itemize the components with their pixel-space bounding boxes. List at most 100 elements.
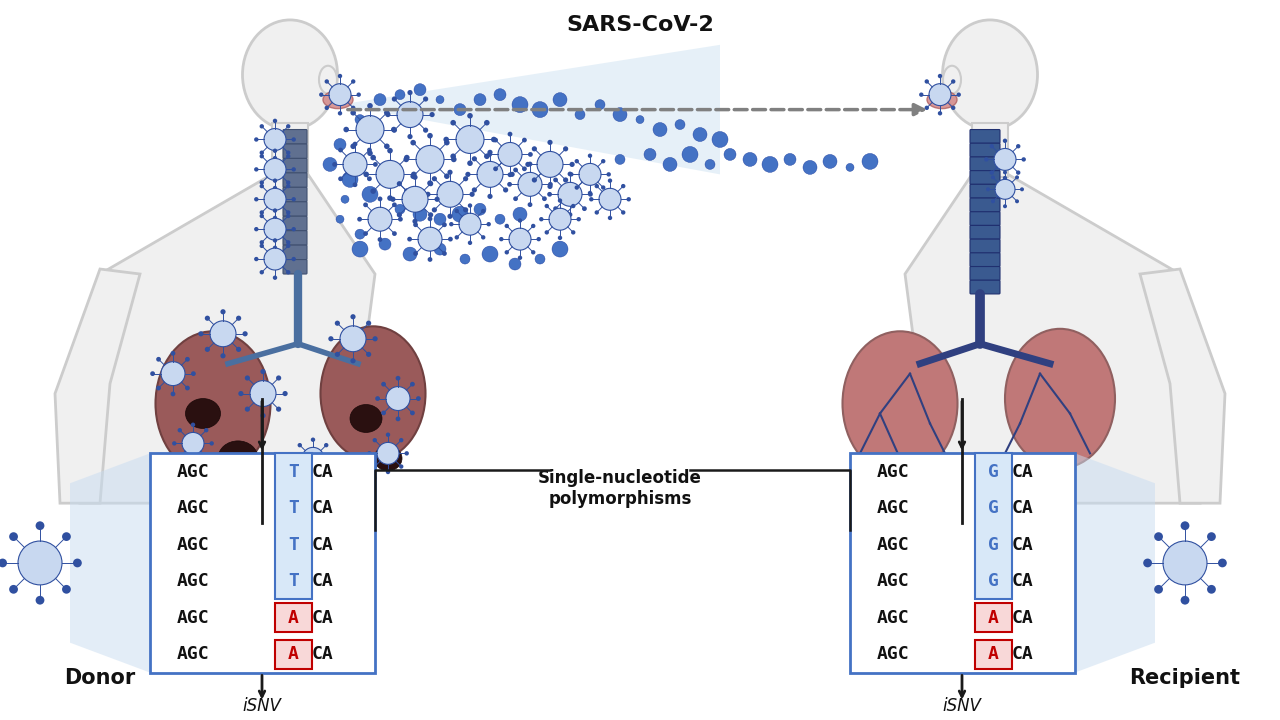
Circle shape bbox=[369, 464, 372, 468]
Circle shape bbox=[9, 532, 18, 541]
Text: CA: CA bbox=[312, 463, 334, 481]
Circle shape bbox=[356, 459, 360, 464]
Circle shape bbox=[654, 124, 666, 135]
Circle shape bbox=[428, 257, 433, 262]
Circle shape bbox=[161, 361, 186, 386]
Circle shape bbox=[250, 462, 255, 467]
Circle shape bbox=[335, 320, 340, 325]
Circle shape bbox=[285, 181, 291, 185]
Circle shape bbox=[662, 156, 678, 172]
Polygon shape bbox=[1140, 269, 1225, 503]
Circle shape bbox=[567, 171, 572, 176]
Circle shape bbox=[319, 92, 324, 97]
Circle shape bbox=[956, 92, 961, 97]
Circle shape bbox=[364, 171, 369, 177]
Circle shape bbox=[428, 217, 433, 221]
Circle shape bbox=[518, 256, 522, 260]
Circle shape bbox=[285, 270, 291, 274]
Circle shape bbox=[484, 120, 490, 125]
Circle shape bbox=[1180, 596, 1189, 605]
Text: SARS-CoV-2: SARS-CoV-2 bbox=[566, 15, 714, 35]
FancyBboxPatch shape bbox=[283, 158, 307, 173]
Text: CA: CA bbox=[1012, 463, 1034, 481]
Ellipse shape bbox=[175, 456, 205, 481]
Circle shape bbox=[384, 143, 389, 149]
Circle shape bbox=[444, 174, 449, 179]
Circle shape bbox=[335, 215, 344, 223]
Circle shape bbox=[475, 204, 485, 215]
Circle shape bbox=[366, 352, 371, 357]
Circle shape bbox=[385, 433, 390, 437]
Circle shape bbox=[589, 197, 594, 202]
Circle shape bbox=[385, 469, 390, 474]
Circle shape bbox=[396, 376, 401, 381]
Text: Donor: Donor bbox=[64, 667, 136, 688]
FancyBboxPatch shape bbox=[283, 187, 307, 202]
Circle shape bbox=[571, 204, 576, 208]
Circle shape bbox=[292, 197, 296, 202]
Circle shape bbox=[156, 357, 161, 361]
Circle shape bbox=[477, 161, 503, 187]
Text: AGC: AGC bbox=[877, 499, 910, 517]
Circle shape bbox=[260, 369, 266, 374]
Circle shape bbox=[338, 176, 343, 181]
Circle shape bbox=[264, 189, 285, 210]
Circle shape bbox=[518, 172, 541, 197]
Circle shape bbox=[554, 243, 566, 255]
Circle shape bbox=[387, 195, 393, 201]
Circle shape bbox=[403, 157, 410, 162]
Text: CA: CA bbox=[1012, 536, 1034, 554]
Circle shape bbox=[454, 209, 460, 213]
Circle shape bbox=[413, 84, 426, 96]
Circle shape bbox=[385, 112, 390, 117]
Circle shape bbox=[255, 227, 259, 231]
Circle shape bbox=[488, 150, 493, 155]
Circle shape bbox=[335, 352, 340, 357]
Circle shape bbox=[210, 441, 214, 446]
Circle shape bbox=[621, 184, 626, 189]
Circle shape bbox=[509, 172, 515, 177]
Circle shape bbox=[522, 138, 527, 143]
Circle shape bbox=[451, 120, 456, 125]
Text: CA: CA bbox=[312, 499, 334, 517]
Circle shape bbox=[428, 212, 433, 217]
Circle shape bbox=[387, 148, 393, 153]
Text: T: T bbox=[288, 536, 300, 554]
Circle shape bbox=[513, 168, 518, 172]
Circle shape bbox=[488, 194, 493, 199]
Circle shape bbox=[372, 476, 378, 480]
Circle shape bbox=[329, 456, 334, 461]
Circle shape bbox=[1219, 559, 1226, 567]
Circle shape bbox=[1015, 199, 1019, 203]
Circle shape bbox=[522, 166, 527, 171]
FancyBboxPatch shape bbox=[970, 253, 1000, 266]
Circle shape bbox=[548, 140, 553, 145]
Circle shape bbox=[220, 309, 225, 315]
Circle shape bbox=[376, 161, 404, 189]
FancyBboxPatch shape bbox=[975, 639, 1012, 669]
Circle shape bbox=[351, 314, 356, 320]
Circle shape bbox=[411, 171, 416, 177]
FancyBboxPatch shape bbox=[970, 239, 1000, 253]
Circle shape bbox=[675, 120, 685, 130]
Circle shape bbox=[1004, 171, 1007, 174]
Circle shape bbox=[516, 210, 524, 218]
FancyBboxPatch shape bbox=[283, 245, 307, 259]
Circle shape bbox=[292, 257, 296, 261]
Circle shape bbox=[1002, 138, 1007, 143]
Circle shape bbox=[448, 237, 453, 241]
FancyBboxPatch shape bbox=[970, 157, 1000, 171]
Circle shape bbox=[260, 184, 264, 189]
Circle shape bbox=[292, 227, 296, 231]
Circle shape bbox=[273, 246, 278, 250]
Circle shape bbox=[602, 159, 605, 163]
Circle shape bbox=[612, 107, 628, 122]
Circle shape bbox=[390, 197, 396, 202]
Circle shape bbox=[378, 197, 383, 202]
Text: CA: CA bbox=[1012, 645, 1034, 663]
Circle shape bbox=[553, 206, 558, 211]
Circle shape bbox=[399, 464, 403, 469]
Circle shape bbox=[448, 170, 453, 175]
Circle shape bbox=[582, 178, 586, 182]
Circle shape bbox=[588, 153, 593, 158]
